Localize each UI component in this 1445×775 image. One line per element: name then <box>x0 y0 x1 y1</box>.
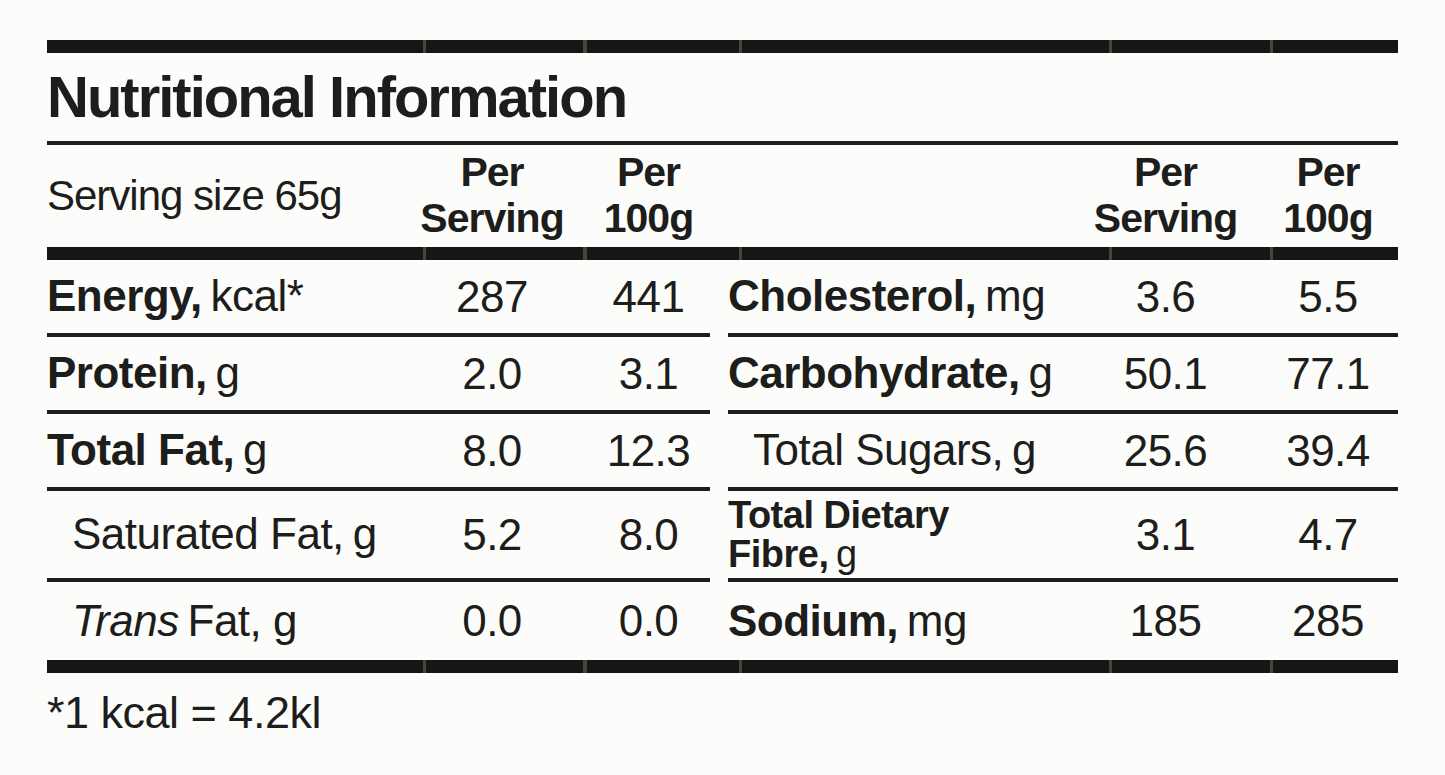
per-100g-value: 12.3 <box>587 426 710 476</box>
nutrient-label: Saturated Fat,g <box>47 512 397 557</box>
per-serving-value: 25.6 <box>1073 426 1258 476</box>
nutrition-panel: Nutritional Information Serving size 65g… <box>0 0 1445 739</box>
nutrient-label: Energy,kcal* <box>47 274 397 319</box>
nutrient-name: Saturated Fat, <box>72 509 344 558</box>
per-100g-value: 39.4 <box>1258 426 1398 476</box>
per-serving-value: 5.2 <box>397 510 587 560</box>
nutrient-label: TransFat, g <box>47 599 397 644</box>
nutrient-unit: mg <box>985 271 1045 320</box>
nutrient-unit: g <box>353 509 377 558</box>
table-row-carbohydrate: Carbohydrate,g 50.1 77.1 <box>728 337 1398 414</box>
per-100g-value: 77.1 <box>1258 349 1398 399</box>
per-100g-value: 3.1 <box>587 349 710 399</box>
column-gap <box>710 414 728 491</box>
column-header-per-100g-right: Per 100g <box>1258 150 1398 242</box>
nutrient-unit: g <box>836 533 857 575</box>
nutrient-label: Sodium,mg <box>728 599 1073 644</box>
table-row-protein: Protein,g 2.0 3.1 <box>47 337 710 414</box>
nutrient-name: Cholesterol, <box>728 271 976 320</box>
nutrient-name: Carbohydrate, <box>728 348 1020 397</box>
nutrient-label: Protein,g <box>47 351 397 396</box>
table-row-dietary-fibre: Total Dietary Fibre,g 3.1 4.7 <box>728 491 1398 582</box>
nutrient-name: Protein, <box>47 348 207 397</box>
header-border-bar <box>47 247 1398 260</box>
nutrient-name: Energy, <box>47 271 202 320</box>
nutrient-label: Total Dietary Fibre,g <box>728 496 1073 574</box>
table-row-trans-fat: TransFat, g 0.0 0.0 <box>47 582 710 660</box>
nutrient-label: Cholesterol,mg <box>728 274 1073 319</box>
per-100g-value: 4.7 <box>1258 510 1398 560</box>
nutrient-name: Trans <box>72 596 179 645</box>
per-serving-value: 50.1 <box>1073 349 1258 399</box>
serving-size-label: Serving size 65g <box>47 172 397 220</box>
nutrient-name: Sodium, <box>728 596 898 645</box>
per-100g-value: 0.0 <box>587 596 710 646</box>
nutrient-name: Total Sugars, <box>753 425 1003 474</box>
nutrient-unit: g <box>243 425 267 474</box>
table-row-saturated-fat: Saturated Fat,g 5.2 8.0 <box>47 491 710 582</box>
per-100g-value: 8.0 <box>587 510 710 560</box>
nutrient-name: Total Fat, <box>47 425 234 474</box>
top-border-bar <box>47 40 1398 53</box>
kcal-footnote: *1 kcal = 4.2kl <box>47 673 1398 739</box>
column-gap <box>710 491 728 582</box>
per-serving-value: 287 <box>397 272 587 322</box>
nutrient-unit: g <box>1029 348 1053 397</box>
per-100g-value: 441 <box>587 272 710 322</box>
column-gap <box>710 260 728 337</box>
per-serving-value: 185 <box>1073 596 1258 646</box>
column-header-per-serving-right: Per Serving <box>1073 150 1258 242</box>
per-100g-value: 5.5 <box>1258 272 1398 322</box>
table-row-energy: Energy,kcal* 287 441 <box>47 260 710 337</box>
table-row-sodium: Sodium,mg 185 285 <box>728 582 1398 660</box>
nutrient-unit: mg <box>907 596 967 645</box>
per-serving-value: 8.0 <box>397 426 587 476</box>
nutrient-unit: Fat, g <box>188 596 298 645</box>
table-row-total-sugars: Total Sugars,g 25.6 39.4 <box>728 414 1398 491</box>
table-row-cholesterol: Cholesterol,mg 3.6 5.5 <box>728 260 1398 337</box>
column-header-per-100g-left: Per 100g <box>587 150 710 242</box>
table-header-row: Serving size 65g Per Serving Per 100g Pe… <box>47 145 1398 247</box>
nutrient-label: Total Sugars,g <box>728 428 1073 473</box>
nutrient-unit: g <box>1012 425 1036 474</box>
column-gap <box>710 337 728 414</box>
nutrient-unit: kcal* <box>210 271 303 320</box>
nutrient-label: Total Fat,g <box>47 428 397 473</box>
per-serving-value: 2.0 <box>397 349 587 399</box>
column-gap <box>710 582 728 660</box>
nutrient-label: Carbohydrate,g <box>728 351 1073 396</box>
per-serving-value: 0.0 <box>397 596 587 646</box>
nutrient-unit: g <box>216 348 240 397</box>
per-serving-value: 3.1 <box>1073 510 1258 560</box>
per-100g-value: 285 <box>1258 596 1398 646</box>
table-row-total-fat: Total Fat,g 8.0 12.3 <box>47 414 710 491</box>
page-title: Nutritional Information <box>47 68 626 126</box>
bottom-border-bar <box>47 660 1398 673</box>
per-serving-value: 3.6 <box>1073 272 1258 322</box>
column-header-per-serving-left: Per Serving <box>397 150 587 242</box>
